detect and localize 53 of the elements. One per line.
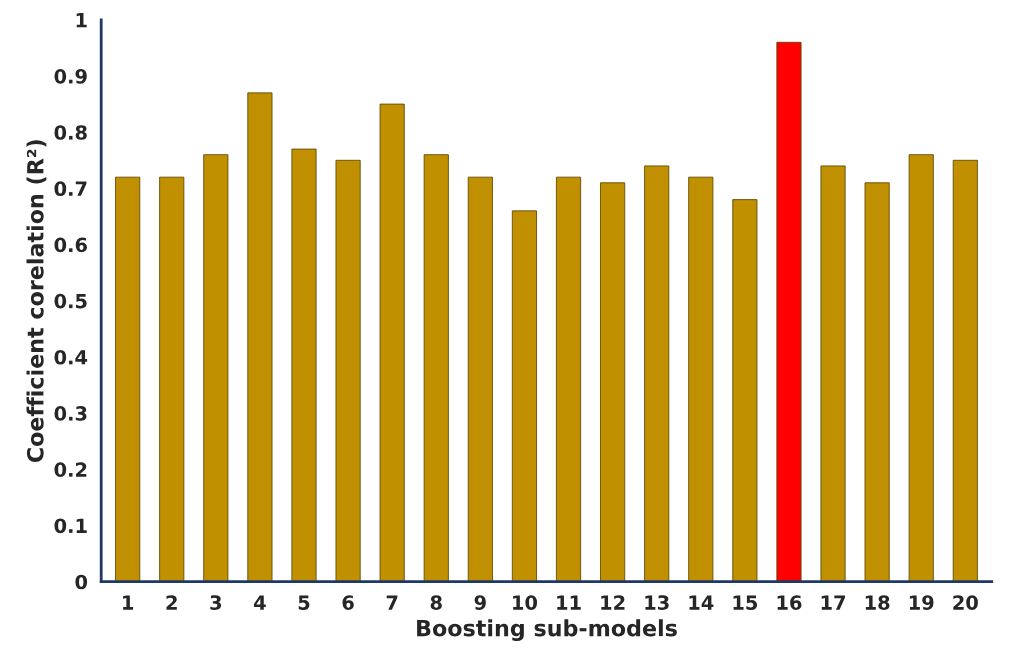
bar — [600, 182, 626, 582]
x-tick-label: 7 — [386, 595, 398, 610]
bar — [908, 154, 934, 582]
x-tick-label: 17 — [821, 595, 846, 610]
x-tick-label: 15 — [733, 595, 758, 610]
bar — [732, 199, 758, 582]
y-tick-label: 0.9 — [54, 68, 87, 84]
bar — [644, 165, 670, 582]
x-tick-label: 1 — [123, 595, 134, 610]
bar — [511, 210, 537, 582]
y-tick-label: 0.6 — [54, 237, 87, 253]
y-tick-label: 0.5 — [54, 293, 87, 309]
y-tick-label: 0.1 — [54, 518, 87, 534]
x-tick-label: 4 — [254, 595, 266, 610]
bar — [379, 103, 405, 582]
bar — [467, 176, 493, 582]
y-tick-label: 0.2 — [54, 462, 87, 477]
y-tick-label: 0.4 — [54, 349, 88, 365]
x-tick-label: 5 — [298, 595, 310, 610]
bar — [688, 176, 714, 582]
x-tick-label: 14 — [689, 595, 714, 610]
bar — [423, 154, 449, 582]
x-tick-label: 6 — [342, 595, 354, 610]
bar — [335, 159, 361, 582]
x-tick-label: 18 — [865, 595, 890, 610]
y-tick-label: 0 — [75, 574, 88, 590]
x-tick-label: 16 — [777, 595, 802, 610]
bar — [115, 176, 141, 582]
bar — [864, 182, 890, 582]
x-tick-label: 12 — [601, 595, 625, 610]
y-axis-title: Coefficient corelation (R²) — [26, 140, 47, 463]
x-axis-title: Boosting sub-models — [417, 619, 677, 641]
x-tick-label: 8 — [430, 595, 442, 610]
y-tick-label: 0.8 — [54, 125, 87, 140]
x-tick-label: 3 — [210, 595, 222, 610]
x-tick-label: 13 — [645, 595, 669, 610]
bar — [952, 159, 978, 582]
bar — [203, 154, 229, 582]
y-tick-label: 1 — [76, 13, 87, 28]
bar — [159, 176, 185, 582]
x-tick-label: 20 — [953, 595, 978, 610]
x-tick-label: 19 — [909, 595, 934, 610]
y-tick-label: 0.7 — [54, 181, 87, 197]
bar — [776, 41, 802, 582]
y-tick-label: 0.3 — [54, 406, 87, 421]
x-tick-label: 2 — [166, 595, 177, 610]
bar — [555, 176, 582, 582]
x-tick-label: 9 — [474, 595, 486, 610]
bar — [291, 148, 317, 582]
x-tick-label: 10 — [513, 595, 538, 610]
x-tick-label: 11 — [557, 595, 581, 610]
bar — [820, 165, 846, 582]
bar — [247, 92, 273, 582]
